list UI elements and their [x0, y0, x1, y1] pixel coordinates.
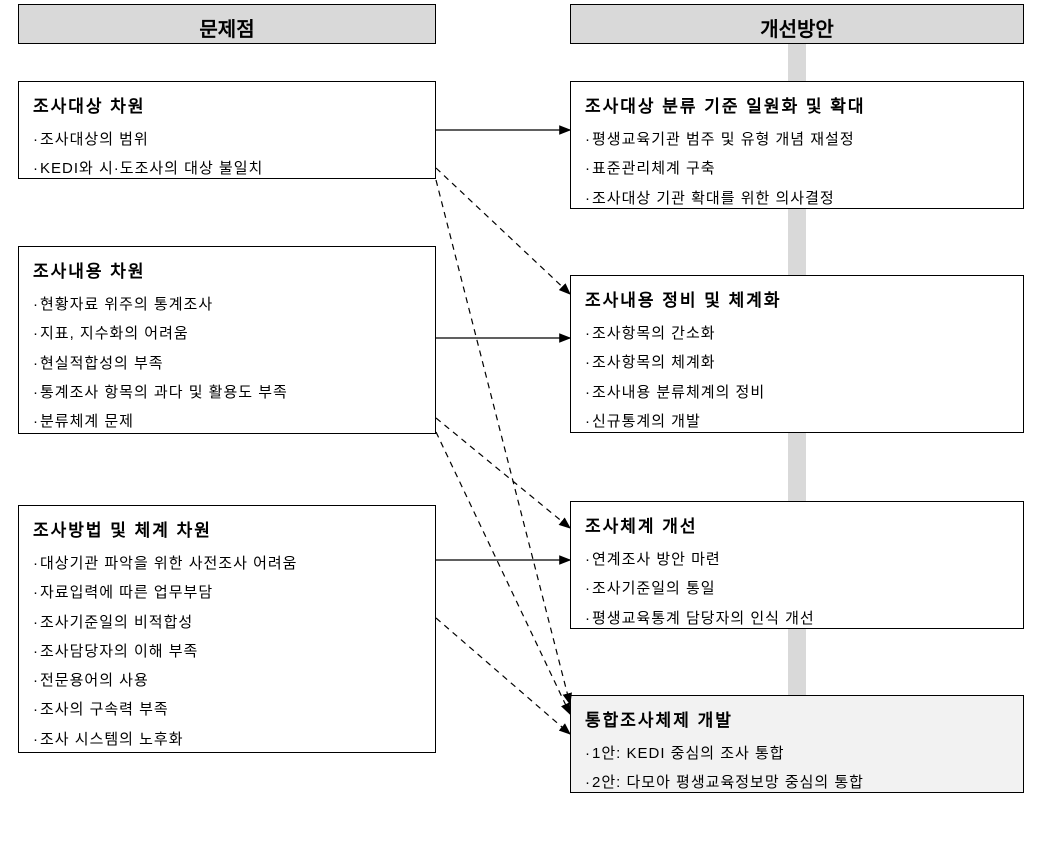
right-box-3-item-0: 1안: KEDI 중심의 조사 통합 — [585, 739, 1009, 768]
left-box-2-item-6: 조사 시스템의 노후화 — [33, 725, 421, 754]
right-box-1-item-3: 신규통계의 개발 — [585, 407, 1009, 436]
left-box-2-item-2: 조사기준일의 비적합성 — [33, 608, 421, 637]
left-box-1: 조사내용 차원현황자료 위주의 통계조사지표, 지수화의 어려움현실적합성의 부… — [18, 246, 436, 434]
left-box-2-item-5: 조사의 구속력 부족 — [33, 695, 421, 724]
left-box-2-item-4: 전문용어의 사용 — [33, 666, 421, 695]
right-box-2-item-2: 평생교육통계 담당자의 인식 개선 — [585, 604, 1009, 633]
left-box-1-item-4: 분류체계 문제 — [33, 407, 421, 436]
left-box-2-item-3: 조사담당자의 이해 부족 — [33, 637, 421, 666]
arrow-a7 — [436, 618, 570, 734]
right-box-0-item-0: 평생교육기관 범주 및 유형 개념 재설정 — [585, 125, 1009, 154]
right-box-1-title: 조사내용 정비 및 체계화 — [585, 286, 1009, 311]
arrow-a6 — [436, 432, 570, 714]
right-box-0-title: 조사대상 분류 기준 일원화 및 확대 — [585, 92, 1009, 117]
right-box-0-item-2: 조사대상 기관 확대를 위한 의사결정 — [585, 184, 1009, 213]
left-box-2-item-1: 자료입력에 따른 업무부담 — [33, 578, 421, 607]
left-box-1-item-1: 지표, 지수화의 어려움 — [33, 319, 421, 348]
left-box-0-item-0: 조사대상의 범위 — [33, 125, 421, 154]
arrow-a2 — [436, 168, 570, 294]
right-box-0: 조사대상 분류 기준 일원화 및 확대평생교육기관 범주 및 유형 개념 재설정… — [570, 81, 1024, 209]
right-box-3-title: 통합조사체제 개발 — [585, 706, 1009, 731]
left-box-2: 조사방법 및 체계 차원대상기관 파악을 위한 사전조사 어려움자료입력에 따른… — [18, 505, 436, 753]
arrow-a8 — [436, 180, 570, 704]
left-box-0-item-1: KEDI와 시·도조사의 대상 불일치 — [33, 154, 421, 183]
header-left-text: 문제점 — [199, 19, 254, 41]
right-box-1: 조사내용 정비 및 체계화조사항목의 간소화조사항목의 체계화조사내용 분류체계… — [570, 275, 1024, 433]
right-box-2-item-0: 연계조사 방안 마련 — [585, 545, 1009, 574]
header-right: 개선방안 — [570, 4, 1024, 44]
right-box-1-item-1: 조사항목의 체계화 — [585, 348, 1009, 377]
right-box-2-title: 조사체계 개선 — [585, 512, 1009, 537]
left-box-1-item-2: 현실적합성의 부족 — [33, 349, 421, 378]
left-box-1-title: 조사내용 차원 — [33, 257, 421, 282]
right-box-0-item-1: 표준관리체계 구축 — [585, 154, 1009, 183]
header-right-text: 개선방안 — [760, 19, 834, 41]
left-box-0-title: 조사대상 차원 — [33, 92, 421, 117]
right-box-3-item-1: 2안: 다모아 평생교육정보망 중심의 통합 — [585, 768, 1009, 797]
diagram-container: 문제점 개선방안 조사대상 차원조사대상의 범위KEDI와 시·도조사의 대상 … — [0, 0, 1044, 868]
left-box-2-title: 조사방법 및 체계 차원 — [33, 516, 421, 541]
right-box-2-item-1: 조사기준일의 통일 — [585, 574, 1009, 603]
right-box-2: 조사체계 개선연계조사 방안 마련조사기준일의 통일평생교육통계 담당자의 인식… — [570, 501, 1024, 629]
arrow-a4 — [436, 418, 570, 528]
left-box-0: 조사대상 차원조사대상의 범위KEDI와 시·도조사의 대상 불일치 — [18, 81, 436, 179]
left-box-1-item-0: 현황자료 위주의 통계조사 — [33, 290, 421, 319]
right-box-3: 통합조사체제 개발1안: KEDI 중심의 조사 통합2안: 다모아 평생교육정… — [570, 695, 1024, 793]
left-box-1-item-3: 통계조사 항목의 과다 및 활용도 부족 — [33, 378, 421, 407]
right-box-1-item-2: 조사내용 분류체계의 정비 — [585, 378, 1009, 407]
left-box-2-item-0: 대상기관 파악을 위한 사전조사 어려움 — [33, 549, 421, 578]
right-box-1-item-0: 조사항목의 간소화 — [585, 319, 1009, 348]
header-left: 문제점 — [18, 4, 436, 44]
